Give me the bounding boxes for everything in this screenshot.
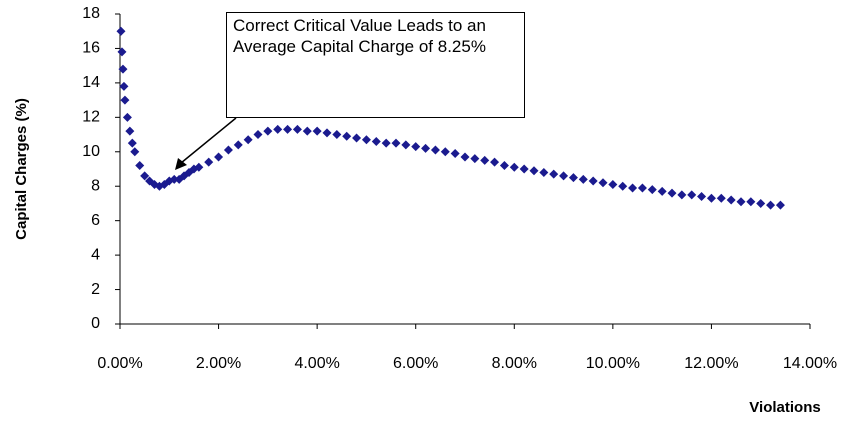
- marker: [118, 64, 128, 74]
- marker: [667, 188, 677, 198]
- marker: [391, 138, 401, 148]
- marker: [706, 193, 716, 203]
- marker: [519, 164, 529, 174]
- marker: [549, 169, 559, 179]
- marker: [119, 81, 129, 91]
- marker: [450, 149, 460, 158]
- marker: [116, 26, 126, 36]
- x-axis-title: Violations: [749, 399, 820, 416]
- y-tick-label: 2: [91, 281, 100, 298]
- y-axis-title: Capital Charges (%): [13, 98, 30, 240]
- marker: [697, 192, 707, 202]
- marker: [292, 124, 302, 134]
- marker: [775, 200, 785, 210]
- marker: [322, 128, 332, 138]
- marker: [263, 126, 273, 136]
- y-tick-label: 0: [91, 315, 100, 332]
- y-tick-label: 12: [82, 109, 100, 126]
- marker: [381, 138, 391, 148]
- marker: [135, 161, 145, 171]
- marker: [568, 173, 578, 183]
- marker: [716, 193, 726, 203]
- marker: [273, 124, 283, 134]
- marker: [371, 136, 381, 146]
- marker: [302, 126, 312, 136]
- x-tick-label: 4.00%: [294, 355, 339, 372]
- y-tick-label: 18: [82, 5, 100, 22]
- marker: [352, 133, 362, 143]
- x-tick-label: 14.00%: [783, 355, 837, 372]
- marker: [401, 140, 411, 150]
- marker: [490, 157, 500, 167]
- x-tick-label: 6.00%: [393, 355, 438, 372]
- marker: [332, 130, 342, 140]
- marker: [243, 135, 253, 145]
- marker: [117, 47, 127, 57]
- marker: [677, 190, 687, 200]
- marker: [125, 126, 135, 136]
- marker: [470, 154, 480, 164]
- marker: [127, 138, 137, 148]
- marker: [253, 130, 263, 140]
- marker: [598, 178, 608, 188]
- marker: [687, 190, 697, 200]
- marker: [647, 185, 657, 195]
- x-tick-label: 10.00%: [586, 355, 640, 372]
- marker: [736, 197, 746, 207]
- y-tick-label: 14: [82, 74, 100, 91]
- marker: [539, 167, 549, 177]
- marker: [559, 171, 569, 181]
- marker: [214, 152, 224, 162]
- marker: [140, 171, 150, 181]
- marker: [480, 155, 490, 165]
- marker: [342, 131, 352, 141]
- x-tick-label: 2.00%: [196, 355, 241, 372]
- marker: [746, 197, 756, 207]
- arrow-head: [175, 158, 187, 170]
- marker: [120, 95, 130, 105]
- marker: [283, 124, 293, 134]
- annotation: Correct Critical Value Leads to an Avera…: [226, 12, 525, 118]
- y-tick-label: 8: [91, 177, 100, 194]
- marker: [204, 157, 214, 167]
- marker: [361, 135, 371, 145]
- y-tick-label: 16: [82, 40, 100, 57]
- x-tick-label: 8.00%: [492, 355, 537, 372]
- marker: [169, 174, 179, 184]
- marker: [440, 147, 450, 157]
- marker: [657, 186, 667, 196]
- marker: [460, 152, 470, 162]
- marker: [421, 143, 431, 153]
- marker: [499, 161, 509, 171]
- marker: [223, 145, 233, 155]
- marker: [637, 183, 647, 193]
- marker: [628, 183, 638, 193]
- marker: [411, 142, 421, 152]
- marker: [608, 180, 618, 189]
- marker: [233, 140, 243, 150]
- marker: [529, 166, 539, 176]
- y-tick-label: 6: [91, 212, 100, 229]
- marker: [312, 126, 322, 136]
- marker: [588, 176, 598, 186]
- marker: [726, 195, 736, 205]
- x-tick-label: 12.00%: [684, 355, 738, 372]
- marker: [430, 145, 440, 155]
- marker: [130, 147, 140, 157]
- y-tick-label: 10: [82, 143, 100, 160]
- marker: [122, 112, 132, 122]
- marker: [756, 198, 766, 208]
- marker: [578, 174, 588, 184]
- x-tick-label: 0.00%: [97, 355, 142, 372]
- y-tick-label: 4: [91, 246, 100, 263]
- annotation-arrow: [180, 117, 237, 164]
- marker: [618, 181, 628, 191]
- marker: [509, 162, 519, 172]
- marker: [194, 162, 204, 172]
- marker: [766, 200, 776, 210]
